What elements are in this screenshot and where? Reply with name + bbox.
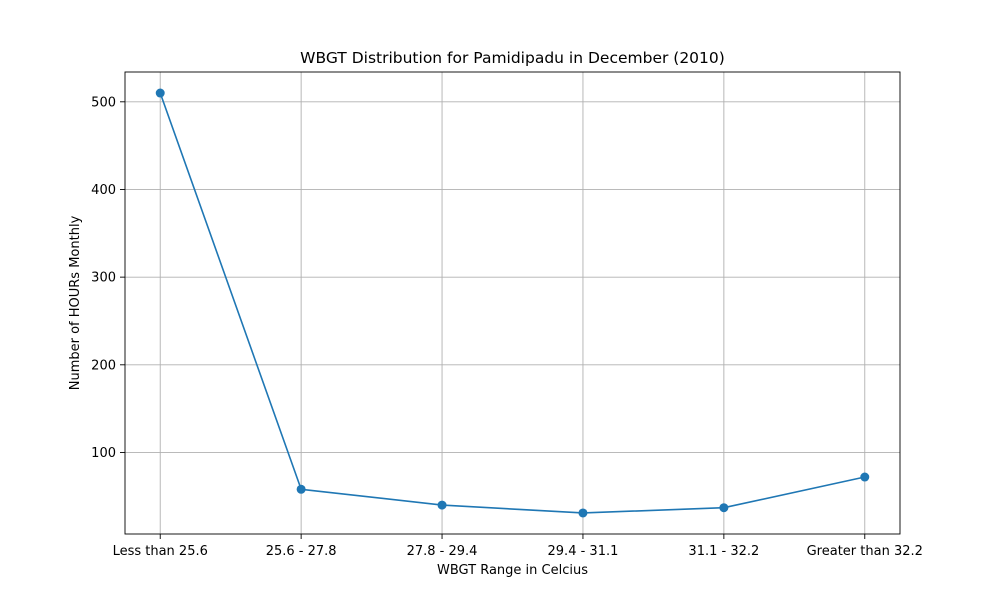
data-point — [437, 500, 447, 510]
plot-frame — [124, 71, 901, 535]
y-tick-label: 200 — [91, 358, 116, 373]
data-point — [296, 484, 306, 494]
x-tick-label: Less than 25.6 — [113, 544, 208, 559]
axis-ticks: Less than 25.6 25.6 - 27.8 27.8 - 29.4 29.4… — [91, 95, 923, 559]
series-layer — [155, 88, 870, 518]
x-tick-label: 25.6 - 27.8 — [266, 544, 337, 559]
x-tick-label: 27.8 - 29.4 — [407, 544, 478, 559]
y-tick-label: 500 — [91, 95, 116, 110]
series-line — [159, 92, 865, 514]
y-tick-label: 100 — [91, 446, 116, 461]
data-point — [578, 508, 588, 518]
y-tick-label: 300 — [91, 271, 116, 286]
data-point — [719, 503, 729, 513]
x-tick-label: Greater than 32.2 — [807, 544, 923, 559]
data-point — [860, 472, 870, 482]
grid — [125, 72, 900, 534]
x-tick-label: 31.1 - 32.2 — [688, 544, 759, 559]
chart-title: WBGT Distribution for Pamidipadu in Dece… — [300, 49, 725, 67]
data-point — [155, 88, 165, 98]
x-axis-label: WBGT Range in Celcius — [437, 563, 588, 578]
y-tick-label: 400 — [91, 183, 116, 198]
y-axis-label: Number of HOURs Monthly — [68, 215, 83, 390]
x-tick-label: 29.4 - 31.1 — [548, 544, 619, 559]
